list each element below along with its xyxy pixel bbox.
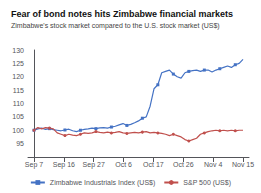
svg-text:115: 115: [13, 87, 24, 94]
svg-text:Oct 17: Oct 17: [143, 161, 164, 168]
svg-text:S&P 500 (US$): S&P 500 (US$): [183, 179, 231, 187]
svg-text:Oct 26: Oct 26: [173, 161, 194, 168]
svg-text:100: 100: [12, 127, 24, 134]
svg-text:Nov 15: Nov 15: [232, 161, 254, 168]
svg-text:Sep 7: Sep 7: [25, 161, 43, 169]
svg-text:125: 125: [12, 60, 24, 67]
svg-text:Zimbabwe Industrials Index (US: Zimbabwe Industrials Index (US$): [50, 179, 155, 187]
svg-text:Sep 27: Sep 27: [83, 161, 105, 169]
svg-text:Zimbabwe's stock market compar: Zimbabwe's stock market compared to the …: [11, 22, 220, 30]
svg-text:105: 105: [12, 113, 24, 120]
svg-text:110: 110: [13, 100, 24, 107]
svg-text:95: 95: [16, 140, 24, 147]
svg-text:Oct 6: Oct 6: [115, 161, 132, 168]
svg-text:120: 120: [12, 73, 24, 80]
svg-text:Nov 4: Nov 4: [204, 161, 222, 168]
svg-text:Sep 16: Sep 16: [53, 161, 75, 169]
svg-text:Fear of bond notes hits Zimbab: Fear of bond notes hits Zimbabwe financi…: [11, 9, 233, 19]
svg-text:130: 130: [12, 47, 24, 54]
